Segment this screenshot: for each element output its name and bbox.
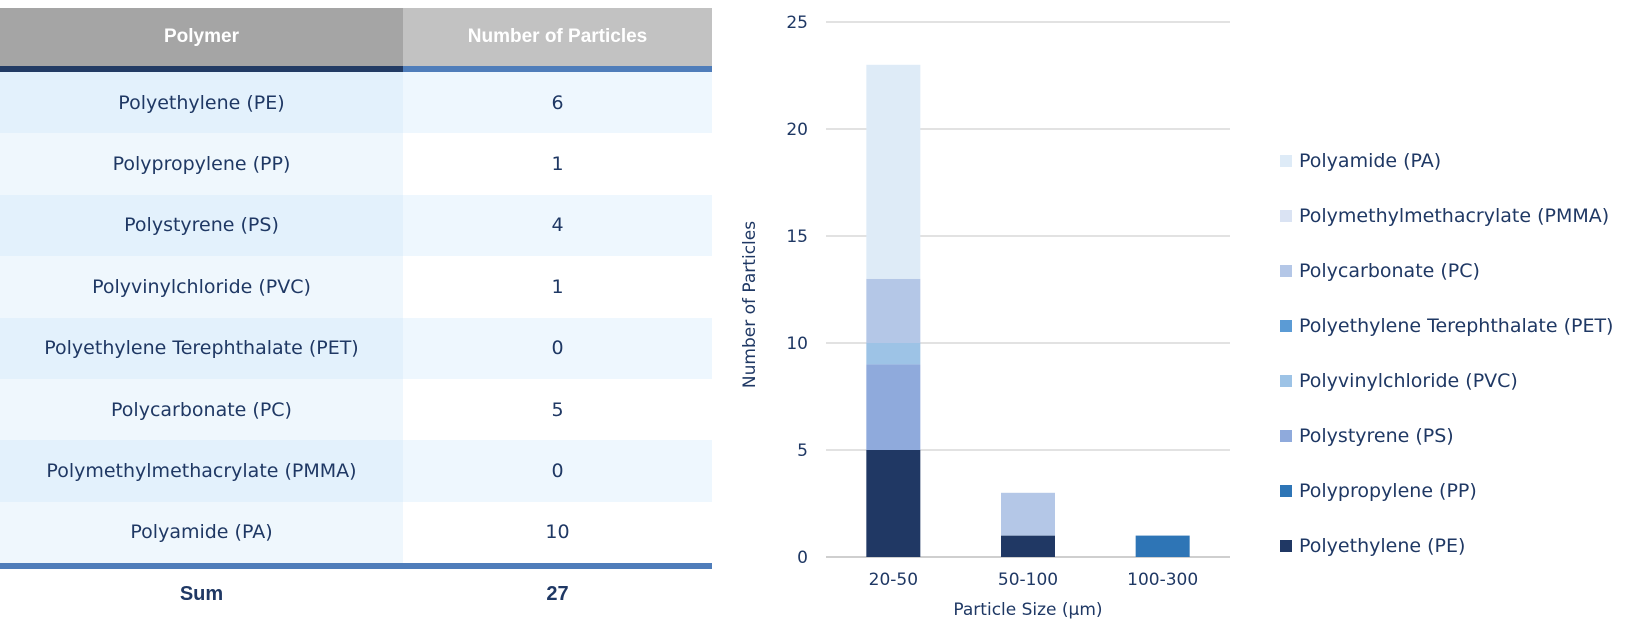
legend-label: Polyethylene (PE) bbox=[1299, 535, 1466, 557]
count-cell: 1 bbox=[403, 133, 712, 195]
legend-swatch bbox=[1280, 540, 1292, 552]
y-axis-label: Number of Particles bbox=[740, 221, 760, 388]
legend-item: Polyamide (PA) bbox=[1280, 150, 1441, 172]
polymer-cell: Polyethylene (PE) bbox=[0, 72, 403, 134]
count-cell: 4 bbox=[403, 194, 712, 257]
table-row: Polystyrene (PS) 4 bbox=[0, 194, 712, 257]
polymer-cell: Polystyrene (PS) bbox=[0, 194, 403, 257]
legend-swatch bbox=[1280, 155, 1292, 167]
table-row: Polyethylene (PE) 6 bbox=[0, 72, 712, 134]
legend-label: Polyvinylchloride (PVC) bbox=[1299, 370, 1518, 392]
legend-item: Polystyrene (PS) bbox=[1280, 425, 1454, 447]
footer-divider bbox=[0, 563, 712, 570]
sum-value: 27 bbox=[546, 582, 569, 605]
legend-label: Polyethylene Terephthalate (PET) bbox=[1299, 315, 1614, 337]
header-number-of-particles: Number of Particles bbox=[403, 8, 712, 66]
bar-segment bbox=[1135, 535, 1190, 557]
bar-segment bbox=[866, 278, 921, 343]
table-header: Polymer Number of Particles bbox=[0, 8, 712, 66]
x-tick-label: 100-300 bbox=[1127, 570, 1198, 590]
bar-segment bbox=[866, 364, 921, 450]
bar-segment bbox=[1001, 492, 1055, 536]
legend-swatch bbox=[1280, 320, 1292, 332]
stacked-bar-chart: 0 5 10 15 20 25 20-50 50-100 100-300 Number of … bbox=[740, 13, 1230, 620]
count-cell: 10 bbox=[403, 501, 712, 564]
polymer-cell: Polyamide (PA) bbox=[0, 501, 403, 564]
table-row: Polymethylmethacrylate (PMMA) 0 bbox=[0, 440, 712, 502]
x-tick-labels: 20-50 50-100 100-300 bbox=[869, 570, 1199, 590]
sum-label: Sum bbox=[179, 582, 224, 605]
bar-segment bbox=[866, 450, 921, 557]
count-cell: 6 bbox=[403, 72, 712, 134]
legend-swatch bbox=[1280, 375, 1292, 387]
polymer-cell: Polymethylmethacrylate (PMMA) bbox=[0, 440, 403, 502]
legend-swatch bbox=[1280, 485, 1292, 497]
legend-label: Polycarbonate (PC) bbox=[1299, 260, 1480, 282]
y-tick-labels: 0 5 10 15 20 25 bbox=[786, 13, 808, 568]
polymer-cell: Polycarbonate (PC) bbox=[0, 378, 403, 441]
bars bbox=[866, 64, 1190, 557]
legend-label: Polystyrene (PS) bbox=[1299, 425, 1454, 447]
count-cell: 0 bbox=[403, 317, 712, 379]
polymer-cell: Polyethylene Terephthalate (PET) bbox=[0, 317, 403, 379]
y-tick-label: 25 bbox=[786, 13, 808, 33]
header-polymer: Polymer bbox=[0, 8, 403, 66]
legend-swatch bbox=[1280, 210, 1292, 222]
polymer-cell: Polyvinylchloride (PVC) bbox=[0, 256, 403, 318]
y-tick-label: 15 bbox=[786, 227, 808, 247]
bar-segment bbox=[866, 64, 921, 279]
legend-label: Polyamide (PA) bbox=[1299, 150, 1442, 172]
x-tick-label: 50-100 bbox=[998, 570, 1058, 590]
table-row: Polyvinylchloride (PVC) 1 bbox=[0, 256, 712, 318]
legend-label: Polymethylmethacrylate (PMMA) bbox=[1299, 205, 1610, 227]
legend-item: Polymethylmethacrylate (PMMA) bbox=[1280, 205, 1609, 227]
table-footer: Sum 27 bbox=[0, 569, 712, 619]
y-tick-label: 20 bbox=[786, 120, 808, 140]
count-cell: 0 bbox=[403, 440, 712, 502]
bar-segment bbox=[866, 343, 921, 365]
legend-swatch bbox=[1280, 430, 1292, 442]
count-cell: 5 bbox=[403, 378, 712, 441]
table-row: Polypropylene (PP) 1 bbox=[0, 133, 712, 195]
y-tick-label: 0 bbox=[797, 548, 808, 568]
y-tick-label: 10 bbox=[786, 334, 808, 354]
legend-item: Polycarbonate (PC) bbox=[1280, 260, 1480, 282]
count-cell: 1 bbox=[403, 256, 712, 318]
legend-item: Polyvinylchloride (PVC) bbox=[1280, 370, 1518, 392]
legend-swatch bbox=[1280, 265, 1292, 277]
y-tick-label: 5 bbox=[797, 441, 808, 461]
x-axis-label: Particle Size (µm) bbox=[953, 600, 1102, 620]
header-divider bbox=[0, 66, 712, 72]
legend-item: Polyethylene (PE) bbox=[1280, 535, 1465, 557]
table-row: Polyamide (PA) 10 bbox=[0, 501, 712, 564]
legend-label: Polypropylene (PP) bbox=[1299, 480, 1477, 502]
legend-item: Polypropylene (PP) bbox=[1280, 480, 1477, 502]
polymer-table: Polymer Number of Particles Polyethylene… bbox=[0, 8, 712, 619]
polymer-cell: Polypropylene (PP) bbox=[0, 133, 403, 195]
bar-segment bbox=[1001, 535, 1055, 557]
x-tick-label: 20-50 bbox=[869, 570, 918, 590]
legend-item: Polyethylene Terephthalate (PET) bbox=[1280, 315, 1613, 337]
table-row: Polyethylene Terephthalate (PET) 0 bbox=[0, 317, 712, 379]
table-row: Polycarbonate (PC) 5 bbox=[0, 378, 712, 441]
